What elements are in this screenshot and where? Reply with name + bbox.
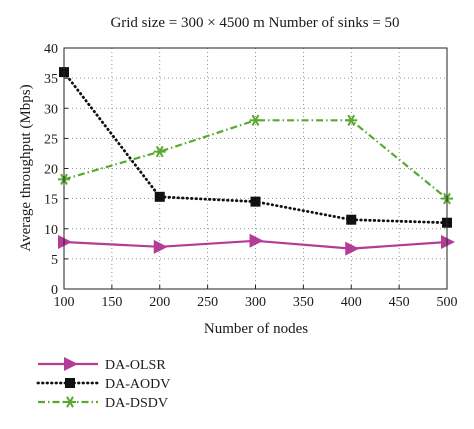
- data-point-da-olsr: [441, 235, 455, 250]
- legend-marker: [64, 396, 76, 408]
- y-tick-label: 0: [51, 283, 58, 298]
- x-tick-label: 500: [437, 295, 458, 310]
- legend-item-da-aodv: DA-AODV: [36, 377, 170, 392]
- y-axis-label: Average throughput (Mbps): [18, 84, 34, 251]
- grid-lines: [64, 48, 447, 289]
- legend-marker: [64, 357, 78, 371]
- y-tick-label: 20: [44, 163, 58, 178]
- y-tick-label: 15: [44, 193, 58, 208]
- marker-stroke: [251, 114, 260, 126]
- data-point-da-aodv: [346, 214, 357, 225]
- data-point-da-olsr: [249, 233, 264, 248]
- marker-stroke: [155, 145, 164, 158]
- x-tick-label: 150: [101, 295, 122, 310]
- legend: DA-OLSR DA-AODV DA-DSDV: [36, 357, 170, 411]
- legend-item-da-dsdv: DA-DSDV: [38, 396, 168, 411]
- data-point-da-dsdv: [249, 114, 262, 126]
- x-tick-label: 100: [54, 295, 75, 310]
- y-tick-label: 25: [44, 132, 58, 147]
- data-point-da-olsr: [153, 239, 168, 254]
- legend-item-da-olsr: DA-OLSR: [38, 357, 166, 373]
- legend-label: DA-OLSR: [105, 358, 166, 373]
- x-axis-label: Number of nodes: [204, 321, 308, 337]
- y-tick-label: 10: [44, 223, 58, 238]
- series-layer: [58, 67, 455, 256]
- series-da-olsr: [58, 233, 455, 256]
- series-da-aodv: [59, 67, 452, 228]
- x-tick-label: 400: [341, 295, 362, 310]
- y-tick-label: 35: [44, 72, 58, 87]
- x-tick-label: 450: [389, 295, 410, 310]
- y-tick-label: 40: [44, 42, 58, 57]
- data-point-da-dsdv: [345, 114, 358, 126]
- data-point-da-olsr: [58, 235, 72, 250]
- x-tick-label: 300: [245, 295, 266, 310]
- series-line-da-dsdv: [63, 119, 448, 200]
- marker-stroke: [66, 396, 74, 408]
- marker-stroke: [347, 114, 356, 126]
- data-point-da-aodv: [154, 191, 165, 202]
- y-tick-label: 5: [51, 253, 58, 268]
- x-tick-label: 350: [293, 295, 314, 310]
- data-point-da-dsdv: [153, 145, 166, 158]
- chart-title: Grid size = 300 × 4500 m Number of sinks…: [110, 15, 399, 31]
- legend-label: DA-AODV: [105, 377, 170, 392]
- x-tick-label: 250: [197, 295, 218, 310]
- legend-label: DA-DSDV: [105, 396, 168, 411]
- x-tick-label: 200: [149, 295, 170, 310]
- data-point-da-aodv: [250, 196, 261, 207]
- data-point-da-olsr: [345, 241, 360, 256]
- legend-marker: [65, 378, 75, 388]
- axis-ticks: 100 150 200 250 300 350 400 450 500 0 5 10 15 20 25 30 3…: [44, 42, 458, 310]
- y-tick-label: 30: [44, 102, 58, 117]
